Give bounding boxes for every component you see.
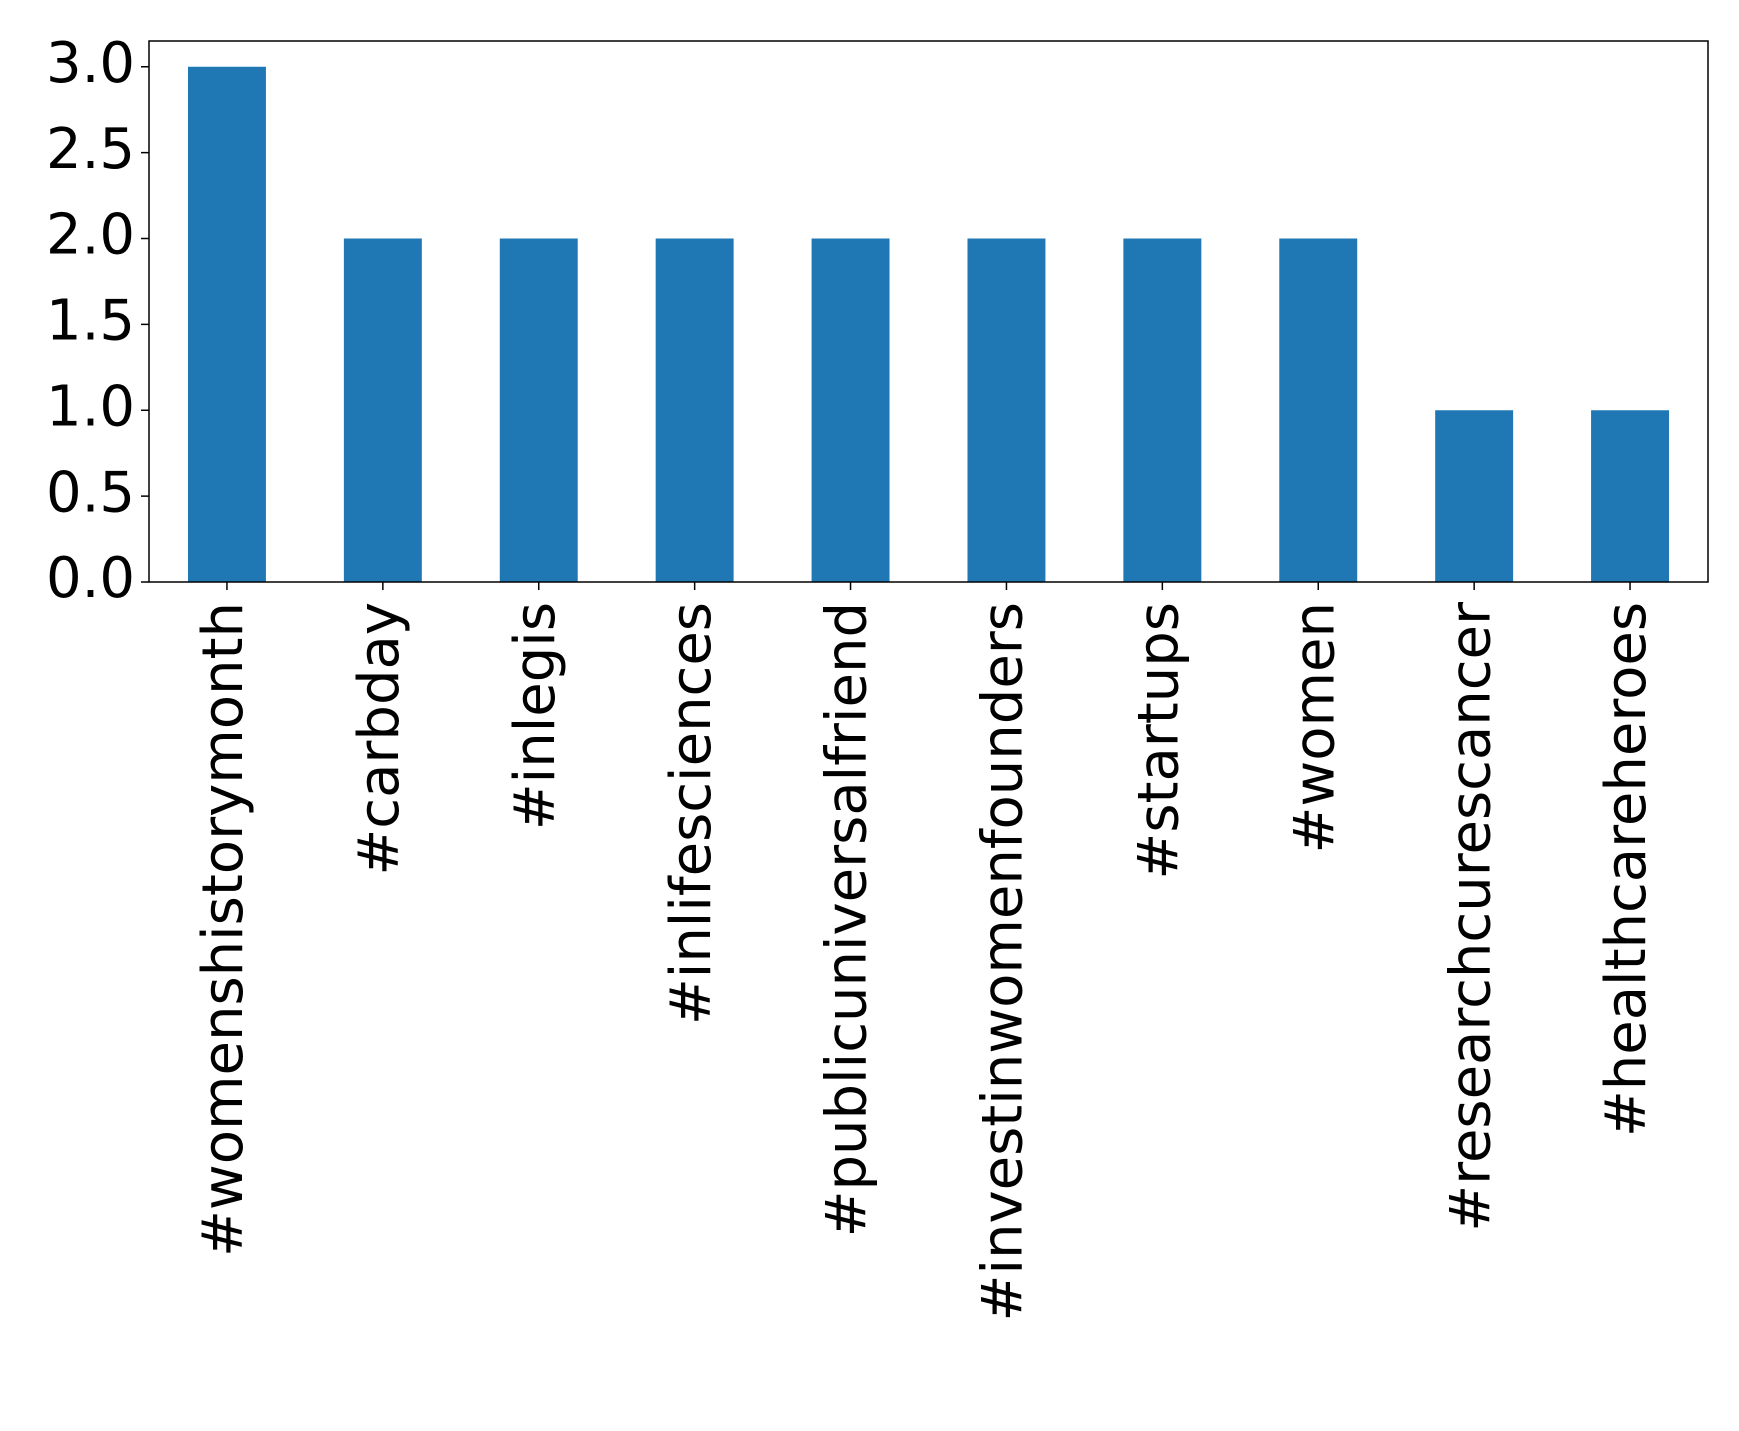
y-tick-label: 2.0: [46, 203, 135, 268]
y-tick-label: 1.0: [46, 374, 135, 439]
x-tick-label: #inlegis: [503, 602, 568, 830]
x-tick-label: #carbday: [347, 602, 412, 876]
bar: [811, 238, 890, 582]
bar: [343, 238, 422, 582]
bar: [499, 238, 578, 582]
bar: [1591, 410, 1670, 582]
y-tick-label: 0.5: [46, 460, 135, 525]
x-tick-label: #healthcareheroes: [1594, 602, 1659, 1137]
y-tick-label: 1.5: [46, 289, 135, 354]
x-tick-label: #womenshistorymonth: [191, 602, 256, 1257]
plot-frame: [148, 40, 1709, 583]
y-tick-label: 0.0: [46, 546, 135, 611]
bar: [1123, 238, 1202, 582]
x-tick-label: #researchcurescancer: [1438, 601, 1503, 1232]
x-tick-label: #startups: [1126, 602, 1191, 880]
y-tick-label: 3.0: [46, 31, 135, 96]
bar: [1435, 410, 1514, 582]
x-tick-label: #inlifesciences: [659, 602, 724, 1025]
x-tick-label: #investinwomenfounders: [971, 602, 1036, 1321]
bar: [1279, 238, 1358, 582]
bar: [967, 238, 1046, 582]
x-tick-label: #publicuniversalfriend: [815, 602, 880, 1237]
bar: [655, 238, 734, 582]
x-tick-label: #women: [1282, 602, 1347, 853]
y-tick-label: 2.5: [46, 117, 135, 182]
bar: [187, 66, 266, 582]
